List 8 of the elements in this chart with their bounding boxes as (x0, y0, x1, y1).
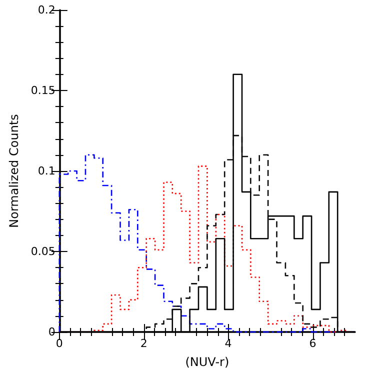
y-tick-label: 0.1 (38, 164, 56, 178)
x-tick-label: 6 (309, 337, 316, 350)
y-axis-title: Normalized Counts (7, 114, 21, 228)
y-tick-label: 0.2 (38, 4, 56, 16)
x-axis-title: (NUV-r) (185, 355, 230, 369)
x-tick-label: 4 (224, 337, 232, 350)
y-tick-label: 0.05 (30, 245, 56, 258)
y-tick-label: 0.15 (30, 84, 56, 97)
